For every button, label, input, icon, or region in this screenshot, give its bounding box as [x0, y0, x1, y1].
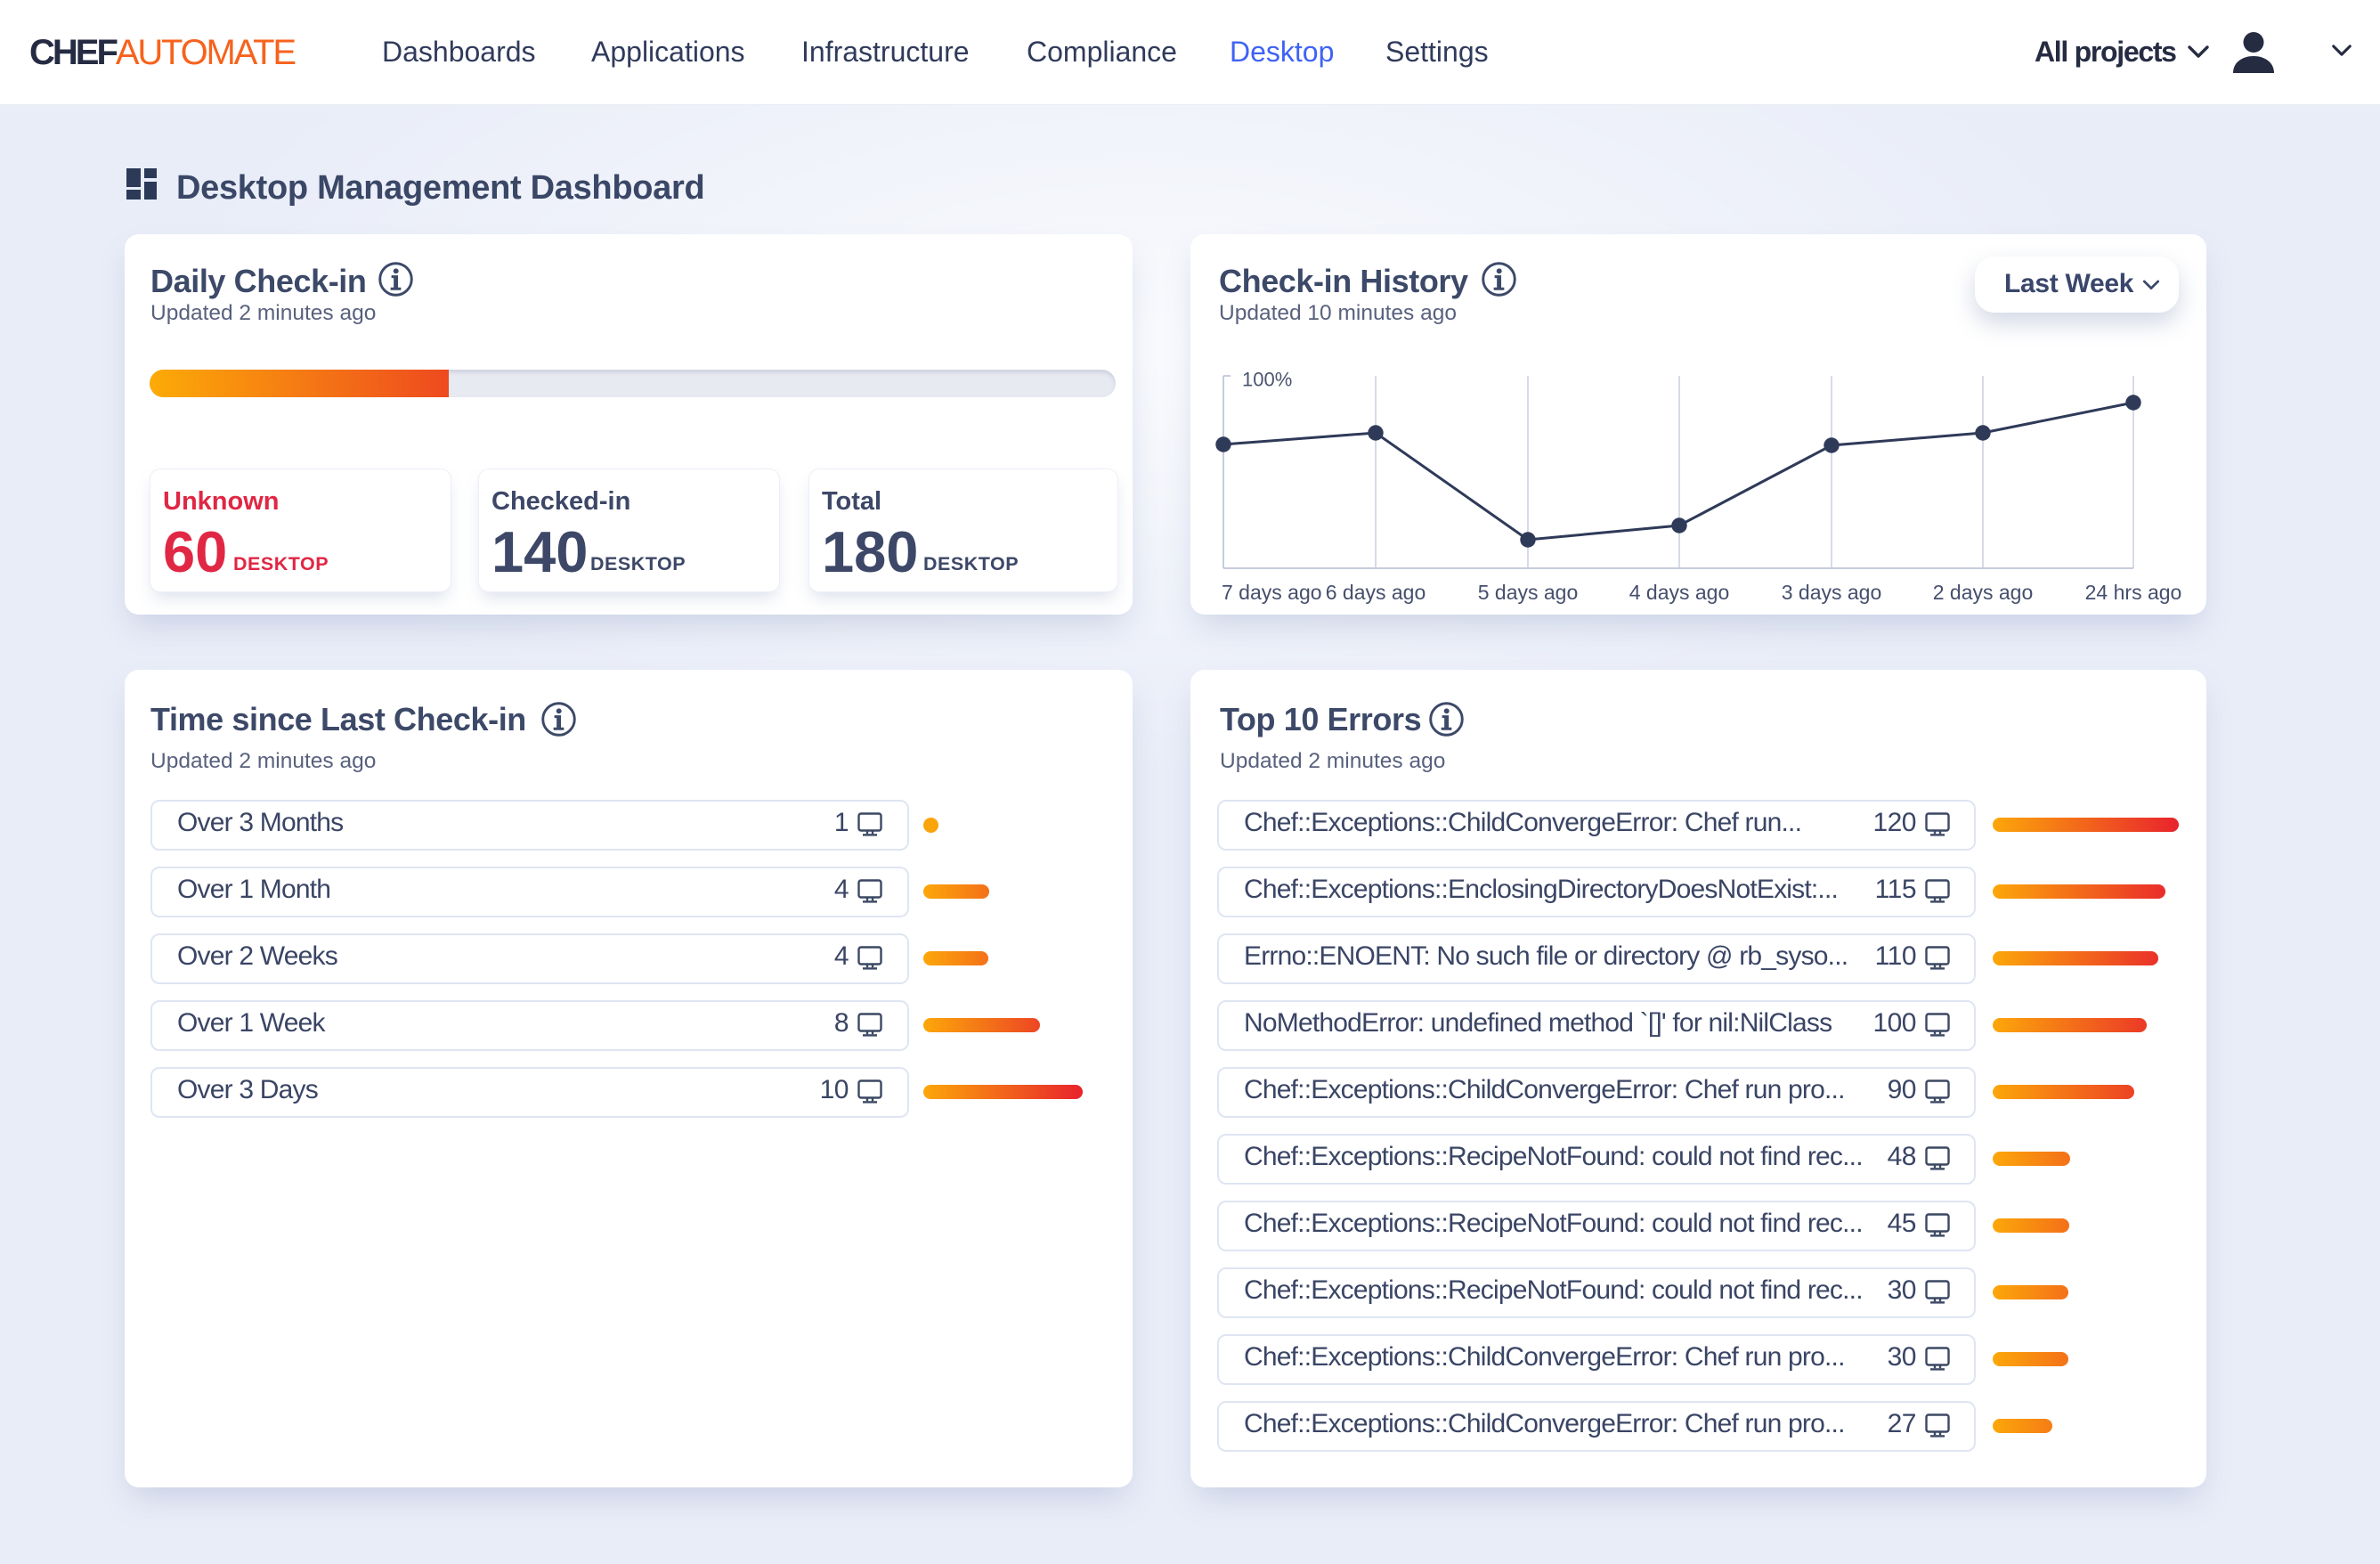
svg-text:24 hrs ago: 24 hrs ago: [2085, 581, 2182, 604]
svg-text:6 days ago: 6 days ago: [1326, 581, 1426, 604]
svg-text:7 days ago: 7 days ago: [1222, 581, 1322, 604]
svg-text:3 days ago: 3 days ago: [1782, 581, 1882, 604]
svg-text:5 days ago: 5 days ago: [1478, 581, 1579, 604]
svg-text:2 days ago: 2 days ago: [1933, 581, 2034, 604]
svg-text:4 days ago: 4 days ago: [1629, 581, 1730, 604]
svg-text:100%: 100%: [1242, 369, 1292, 391]
